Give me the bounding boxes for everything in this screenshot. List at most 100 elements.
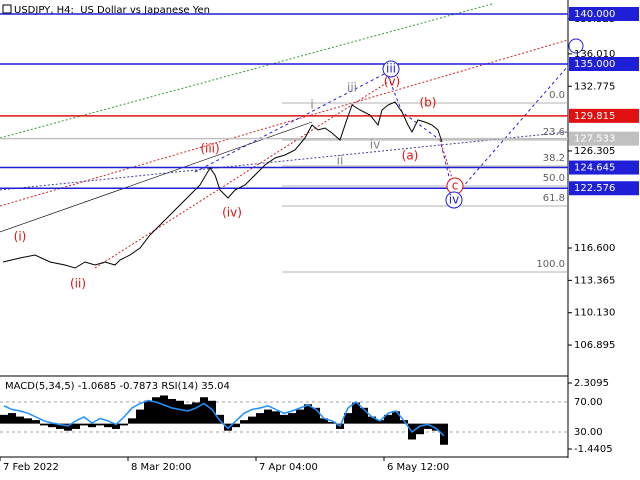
trend-line bbox=[0, 121, 313, 233]
decoration bbox=[568, 38, 584, 54]
wave-label: (ii) bbox=[70, 277, 86, 291]
macd-bar bbox=[40, 423, 48, 426]
wave-label: iii bbox=[347, 81, 357, 95]
macd-bar bbox=[168, 399, 176, 424]
y2-tick-label: 30.00 bbox=[574, 427, 603, 438]
wave-label: i bbox=[310, 98, 313, 112]
macd-bar bbox=[0, 414, 8, 424]
macd-bar bbox=[392, 411, 400, 424]
level-label: 135.000 bbox=[574, 59, 615, 70]
chart-title: USDJPY, H4: US Dollar vs Japanese Yen bbox=[14, 5, 210, 16]
level-tag bbox=[569, 108, 639, 123]
x-tick-label: 7 Feb 2022 bbox=[3, 462, 59, 473]
macd-bar bbox=[368, 416, 376, 424]
macd-bar bbox=[128, 418, 136, 424]
price-line bbox=[2, 101, 443, 269]
level-tag bbox=[569, 131, 639, 146]
macd-bar bbox=[112, 423, 120, 429]
level-tag bbox=[569, 57, 639, 71]
macd-bar bbox=[104, 423, 112, 428]
fib-label: 50.0 bbox=[543, 173, 565, 184]
macd-bar bbox=[64, 423, 72, 431]
macd-bar bbox=[152, 397, 160, 424]
macd-bar bbox=[376, 420, 384, 424]
y2-tick-label: 70.00 bbox=[574, 397, 603, 408]
macd-bar bbox=[264, 409, 272, 424]
wave-label: (v) bbox=[384, 75, 400, 89]
y-tick-label: 106.895 bbox=[574, 340, 615, 351]
wave-label: c bbox=[452, 179, 459, 193]
wave-label: (iii) bbox=[200, 142, 219, 156]
level-label: 122.576 bbox=[574, 183, 615, 194]
macd-bar bbox=[56, 423, 64, 429]
macd-bar bbox=[360, 407, 368, 424]
wave-label: (a) bbox=[402, 149, 419, 163]
fib-label: 23.6 bbox=[543, 127, 565, 138]
wave-label: iii bbox=[386, 62, 396, 76]
label-circle bbox=[382, 60, 400, 78]
trend-line bbox=[0, 131, 569, 191]
y-tick-label: 110.130 bbox=[574, 308, 615, 319]
macd-bar bbox=[192, 402, 200, 424]
macd-bar bbox=[232, 423, 240, 428]
y-tick-label: 136.010 bbox=[574, 49, 615, 60]
macd-bar bbox=[296, 409, 304, 424]
y-tick-label: 132.775 bbox=[574, 81, 615, 92]
macd-bar bbox=[224, 423, 232, 431]
macd-bar bbox=[320, 418, 328, 424]
macd-bar bbox=[432, 423, 440, 431]
y-tick-label: -1.4405 bbox=[574, 444, 613, 455]
level-label: 124.645 bbox=[574, 163, 615, 174]
macd-bar bbox=[352, 402, 360, 424]
macd-bar bbox=[384, 414, 392, 424]
macd-bar bbox=[216, 414, 224, 424]
macd-bar bbox=[32, 420, 40, 424]
fib-label: 0.0 bbox=[549, 90, 565, 101]
macd-bar bbox=[248, 416, 256, 424]
wave-label: (iv) bbox=[222, 206, 242, 220]
macd-bar bbox=[208, 400, 216, 424]
macd-bar bbox=[24, 418, 32, 424]
icon bbox=[2, 4, 12, 14]
trend-line bbox=[194, 71, 389, 173]
macd-bar bbox=[136, 409, 144, 424]
macd-bar bbox=[160, 395, 168, 424]
macd-bar bbox=[144, 400, 152, 424]
wave-label: iv bbox=[449, 193, 459, 207]
macd-bar bbox=[424, 423, 432, 429]
wave-label: (i) bbox=[14, 230, 27, 244]
y-tick-label: 113.365 bbox=[574, 275, 615, 286]
level-tag bbox=[569, 7, 639, 21]
macd-bar bbox=[288, 413, 296, 424]
rsi-line bbox=[3, 399, 445, 437]
macd-bar bbox=[312, 407, 320, 424]
x-tick-label: 7 Apr 04:00 bbox=[259, 462, 318, 473]
macd-bar bbox=[328, 421, 336, 424]
y-tick-label: 126.305 bbox=[574, 146, 615, 157]
macd-bar bbox=[80, 423, 88, 426]
wave-label: ii bbox=[337, 154, 344, 168]
macd-bar bbox=[48, 423, 56, 428]
x-tick-label: 6 May 12:00 bbox=[387, 462, 449, 473]
macd-bar bbox=[280, 414, 288, 424]
level-tag bbox=[569, 181, 639, 196]
y-tick-label: 2.3095 bbox=[574, 378, 609, 389]
fib-label: 100.0 bbox=[536, 259, 565, 270]
macd-bar bbox=[184, 404, 192, 424]
macd-bar bbox=[416, 423, 424, 435]
macd-bar bbox=[344, 413, 352, 424]
fib-label: 38.2 bbox=[543, 153, 565, 164]
fib-label: 61.8 bbox=[543, 193, 565, 204]
macd-bar bbox=[8, 413, 16, 424]
y-tick-label: 116.600 bbox=[574, 243, 615, 254]
level-tag bbox=[569, 160, 639, 175]
trend-line bbox=[0, 39, 569, 207]
level-label: 129.815 bbox=[574, 111, 615, 122]
trend-line bbox=[94, 81, 389, 269]
macd-bar bbox=[72, 423, 80, 429]
level-label: 140.000 bbox=[574, 9, 615, 20]
macd-bar bbox=[304, 404, 312, 424]
macd-bar bbox=[200, 397, 208, 424]
